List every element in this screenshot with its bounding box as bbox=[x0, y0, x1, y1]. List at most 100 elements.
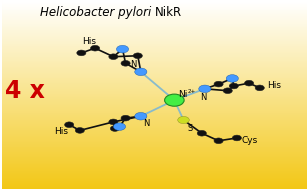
Circle shape bbox=[91, 45, 100, 51]
Text: NikR: NikR bbox=[154, 6, 182, 19]
Bar bbox=[2, 99, 307, 100]
Bar bbox=[2, 28, 307, 29]
Bar bbox=[2, 11, 307, 12]
Bar bbox=[2, 94, 307, 95]
Bar bbox=[2, 24, 307, 25]
Bar bbox=[2, 101, 307, 102]
Bar bbox=[2, 71, 307, 72]
Bar bbox=[2, 153, 307, 154]
Bar bbox=[2, 51, 307, 52]
Bar bbox=[2, 148, 307, 149]
Bar bbox=[2, 110, 307, 111]
Bar bbox=[2, 78, 307, 79]
Bar bbox=[2, 20, 307, 21]
Bar bbox=[2, 146, 307, 147]
Bar bbox=[2, 79, 307, 80]
Bar bbox=[2, 58, 307, 59]
Bar bbox=[2, 161, 307, 162]
Bar bbox=[2, 37, 307, 38]
Bar bbox=[2, 56, 307, 57]
Bar bbox=[2, 132, 307, 133]
Bar bbox=[2, 45, 307, 46]
Bar bbox=[2, 98, 307, 99]
Bar bbox=[2, 38, 307, 39]
Bar bbox=[2, 167, 307, 168]
Bar bbox=[2, 183, 307, 184]
Circle shape bbox=[121, 115, 130, 121]
Circle shape bbox=[110, 126, 119, 131]
Bar bbox=[2, 85, 307, 86]
Bar bbox=[2, 89, 307, 90]
Bar bbox=[2, 112, 307, 113]
Bar bbox=[2, 186, 307, 187]
Bar bbox=[2, 140, 307, 141]
Bar bbox=[2, 182, 307, 183]
Bar bbox=[2, 29, 307, 30]
Circle shape bbox=[109, 54, 118, 60]
Bar bbox=[2, 26, 307, 27]
Bar bbox=[2, 158, 307, 159]
Bar bbox=[2, 106, 307, 107]
Bar bbox=[2, 128, 307, 129]
Circle shape bbox=[75, 128, 84, 133]
Bar bbox=[2, 114, 307, 115]
Text: Ni: Ni bbox=[178, 90, 188, 99]
Circle shape bbox=[135, 68, 147, 76]
Bar bbox=[2, 15, 307, 16]
Bar bbox=[2, 135, 307, 136]
Bar bbox=[2, 136, 307, 137]
Bar bbox=[2, 133, 307, 134]
Bar bbox=[2, 80, 307, 81]
Bar bbox=[2, 175, 307, 176]
Bar bbox=[2, 103, 307, 104]
Bar bbox=[2, 122, 307, 123]
Text: 4 x: 4 x bbox=[5, 79, 45, 103]
Bar bbox=[2, 96, 307, 97]
Bar bbox=[2, 14, 307, 15]
Text: S: S bbox=[188, 124, 193, 133]
Bar bbox=[2, 116, 307, 117]
Circle shape bbox=[109, 119, 118, 125]
Bar bbox=[2, 187, 307, 188]
Bar bbox=[2, 121, 307, 122]
Bar bbox=[2, 81, 307, 82]
Bar bbox=[2, 59, 307, 60]
Circle shape bbox=[135, 112, 147, 120]
Bar bbox=[2, 77, 307, 78]
Bar bbox=[2, 39, 307, 40]
Bar bbox=[2, 157, 307, 158]
Circle shape bbox=[121, 60, 130, 66]
Bar bbox=[2, 149, 307, 150]
Bar bbox=[2, 127, 307, 128]
Bar bbox=[2, 181, 307, 182]
Bar bbox=[2, 52, 307, 53]
Bar bbox=[2, 177, 307, 178]
Bar bbox=[2, 152, 307, 153]
Bar bbox=[2, 137, 307, 138]
Circle shape bbox=[214, 81, 223, 87]
Circle shape bbox=[232, 135, 241, 141]
Circle shape bbox=[178, 116, 189, 124]
Bar bbox=[2, 108, 307, 109]
Bar bbox=[2, 5, 307, 6]
Circle shape bbox=[255, 85, 264, 91]
Bar bbox=[2, 60, 307, 61]
Bar bbox=[2, 165, 307, 166]
Bar bbox=[2, 97, 307, 98]
Bar bbox=[2, 31, 307, 32]
Bar bbox=[2, 36, 307, 37]
Bar bbox=[2, 33, 307, 34]
Bar bbox=[2, 188, 307, 189]
Bar bbox=[2, 32, 307, 33]
Circle shape bbox=[133, 53, 142, 59]
Circle shape bbox=[197, 130, 206, 136]
Bar bbox=[2, 104, 307, 105]
Text: His: His bbox=[82, 37, 96, 46]
Bar bbox=[2, 67, 307, 68]
Bar bbox=[2, 178, 307, 179]
Bar bbox=[2, 57, 307, 58]
Bar bbox=[2, 124, 307, 125]
Bar bbox=[2, 44, 307, 45]
Bar bbox=[2, 48, 307, 49]
Circle shape bbox=[165, 94, 184, 106]
